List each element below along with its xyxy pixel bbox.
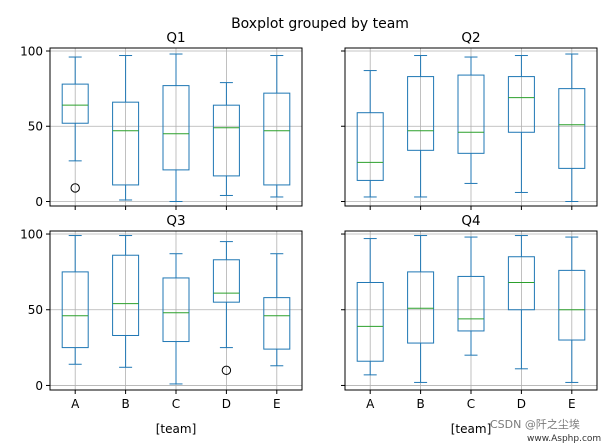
subplot-title: Q3 [166, 213, 185, 229]
watermark-url: www.Asphp.com [527, 434, 601, 444]
flier-point [221, 365, 232, 376]
box-c [457, 236, 485, 356]
box-iqr [162, 85, 190, 171]
box-a [356, 70, 384, 198]
x-tick-label: C [172, 397, 180, 411]
box-b [407, 235, 435, 383]
box-iqr [356, 112, 384, 181]
box-iqr [558, 88, 586, 169]
box-e [263, 253, 291, 367]
box-iqr [457, 275, 485, 332]
y-tick-label: 50 [28, 303, 43, 317]
box-iqr [263, 297, 291, 350]
box-e [558, 236, 586, 383]
box-iqr [507, 76, 535, 133]
box-a [61, 235, 89, 365]
box-iqr [112, 101, 140, 186]
box-iqr [407, 271, 435, 344]
box-d [212, 241, 240, 376]
box-d [507, 235, 535, 370]
box-a [356, 238, 384, 376]
watermark-text: CSDN @阡之尘埃 [490, 417, 580, 431]
x-tick-label: D [517, 397, 526, 411]
x-tick-label: D [222, 397, 231, 411]
x-axis-label: [team] [451, 422, 492, 436]
y-tick-label: 100 [20, 45, 43, 59]
subplot-title: Q4 [461, 213, 480, 229]
box-c [457, 56, 485, 184]
box-c [162, 253, 190, 385]
y-tick-label: 0 [35, 195, 43, 209]
x-tick-label: A [71, 397, 80, 411]
box-e [558, 53, 586, 202]
box-a [61, 56, 89, 193]
box-iqr [263, 92, 291, 186]
x-tick-label: A [366, 397, 375, 411]
x-tick-label: E [568, 397, 576, 411]
subplot-title: Q1 [166, 30, 185, 46]
box-b [112, 235, 140, 368]
box-d [507, 55, 535, 193]
x-tick-label: C [467, 397, 475, 411]
box-iqr [558, 269, 586, 341]
box-iqr [112, 254, 140, 336]
box-iqr [61, 83, 89, 124]
box-b [112, 55, 140, 201]
subplot-q1: 0 50 100 Q1 [20, 30, 303, 210]
box-c [162, 53, 190, 202]
box-iqr [212, 259, 240, 303]
subplot-q2: Q2 [341, 30, 598, 210]
subplot-title: Q2 [461, 30, 480, 46]
figure-suptitle: Boxplot grouped by team [231, 16, 409, 32]
box-iqr [212, 104, 240, 177]
x-tick-label: B [416, 397, 424, 411]
box-iqr [356, 281, 384, 362]
box-iqr [61, 271, 89, 349]
box-iqr [407, 76, 435, 151]
x-axis-label: [team] [156, 422, 197, 436]
subplot-q4: A B C D E Q4 [team] [341, 213, 598, 436]
x-tick-label: B [121, 397, 129, 411]
subplot-q3: 0 50 100 A B C D E Q3 [team] [20, 213, 303, 436]
box-iqr [162, 277, 190, 343]
y-tick-label: 100 [20, 228, 43, 242]
box-d [212, 82, 240, 196]
box-e [263, 55, 291, 198]
x-tick-label: E [273, 397, 281, 411]
y-tick-label: 0 [35, 379, 43, 393]
flier-point [70, 183, 80, 193]
box-iqr [507, 256, 535, 311]
box-b [407, 55, 435, 198]
y-tick-label: 50 [28, 120, 43, 134]
box-iqr [457, 74, 485, 154]
